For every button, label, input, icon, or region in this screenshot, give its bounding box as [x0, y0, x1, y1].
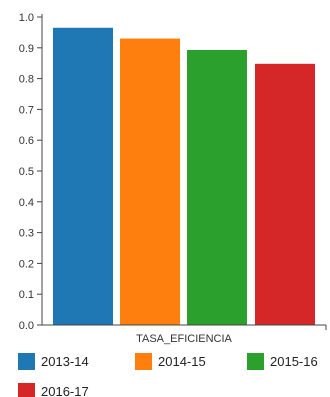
y-tick-label: 0.9 [19, 43, 34, 55]
legend-label-2014-15: 2014-15 [158, 354, 206, 369]
y-axis: 0.0 0.1 0.2 0.3 0.4 0.5 0.6 0.7 0.8 0.9 1.0 [19, 12, 43, 332]
legend: 2013-14 2014-15 2015-16 2016-17 [18, 353, 318, 397]
legend-swatch-2014-15 [135, 353, 152, 370]
legend-swatch-2015-16 [247, 353, 264, 370]
y-tick-label: 0.4 [19, 197, 34, 209]
y-tick-label: 0.3 [19, 228, 34, 240]
legend-label-2013-14: 2013-14 [41, 354, 89, 369]
x-axis-label: TASA_EFICIENCIA [136, 333, 232, 345]
x-axis: TASA_EFICIENCIA [42, 324, 327, 345]
y-tick-label: 0.7 [19, 104, 34, 116]
legend-label-2016-17: 2016-17 [41, 384, 89, 397]
bar-2015-16 [187, 49, 247, 326]
y-tick-label: 1.0 [19, 12, 34, 24]
y-tick-label: 0.5 [19, 166, 34, 178]
bar-2016-17 [255, 63, 315, 325]
legend-swatch-2013-14 [18, 353, 35, 370]
y-tick-label: 0.2 [19, 258, 34, 270]
legend-swatch-2016-17 [18, 383, 35, 397]
legend-label-2015-16: 2015-16 [270, 354, 318, 369]
y-tick-label: 0.1 [19, 289, 34, 301]
y-tick-label: 0.0 [19, 320, 34, 332]
bars-group [53, 27, 315, 326]
bar-2013-14 [53, 27, 113, 326]
y-tick-label: 0.8 [19, 74, 34, 86]
y-tick-label: 0.6 [19, 135, 34, 147]
bar-2014-15 [120, 38, 180, 326]
